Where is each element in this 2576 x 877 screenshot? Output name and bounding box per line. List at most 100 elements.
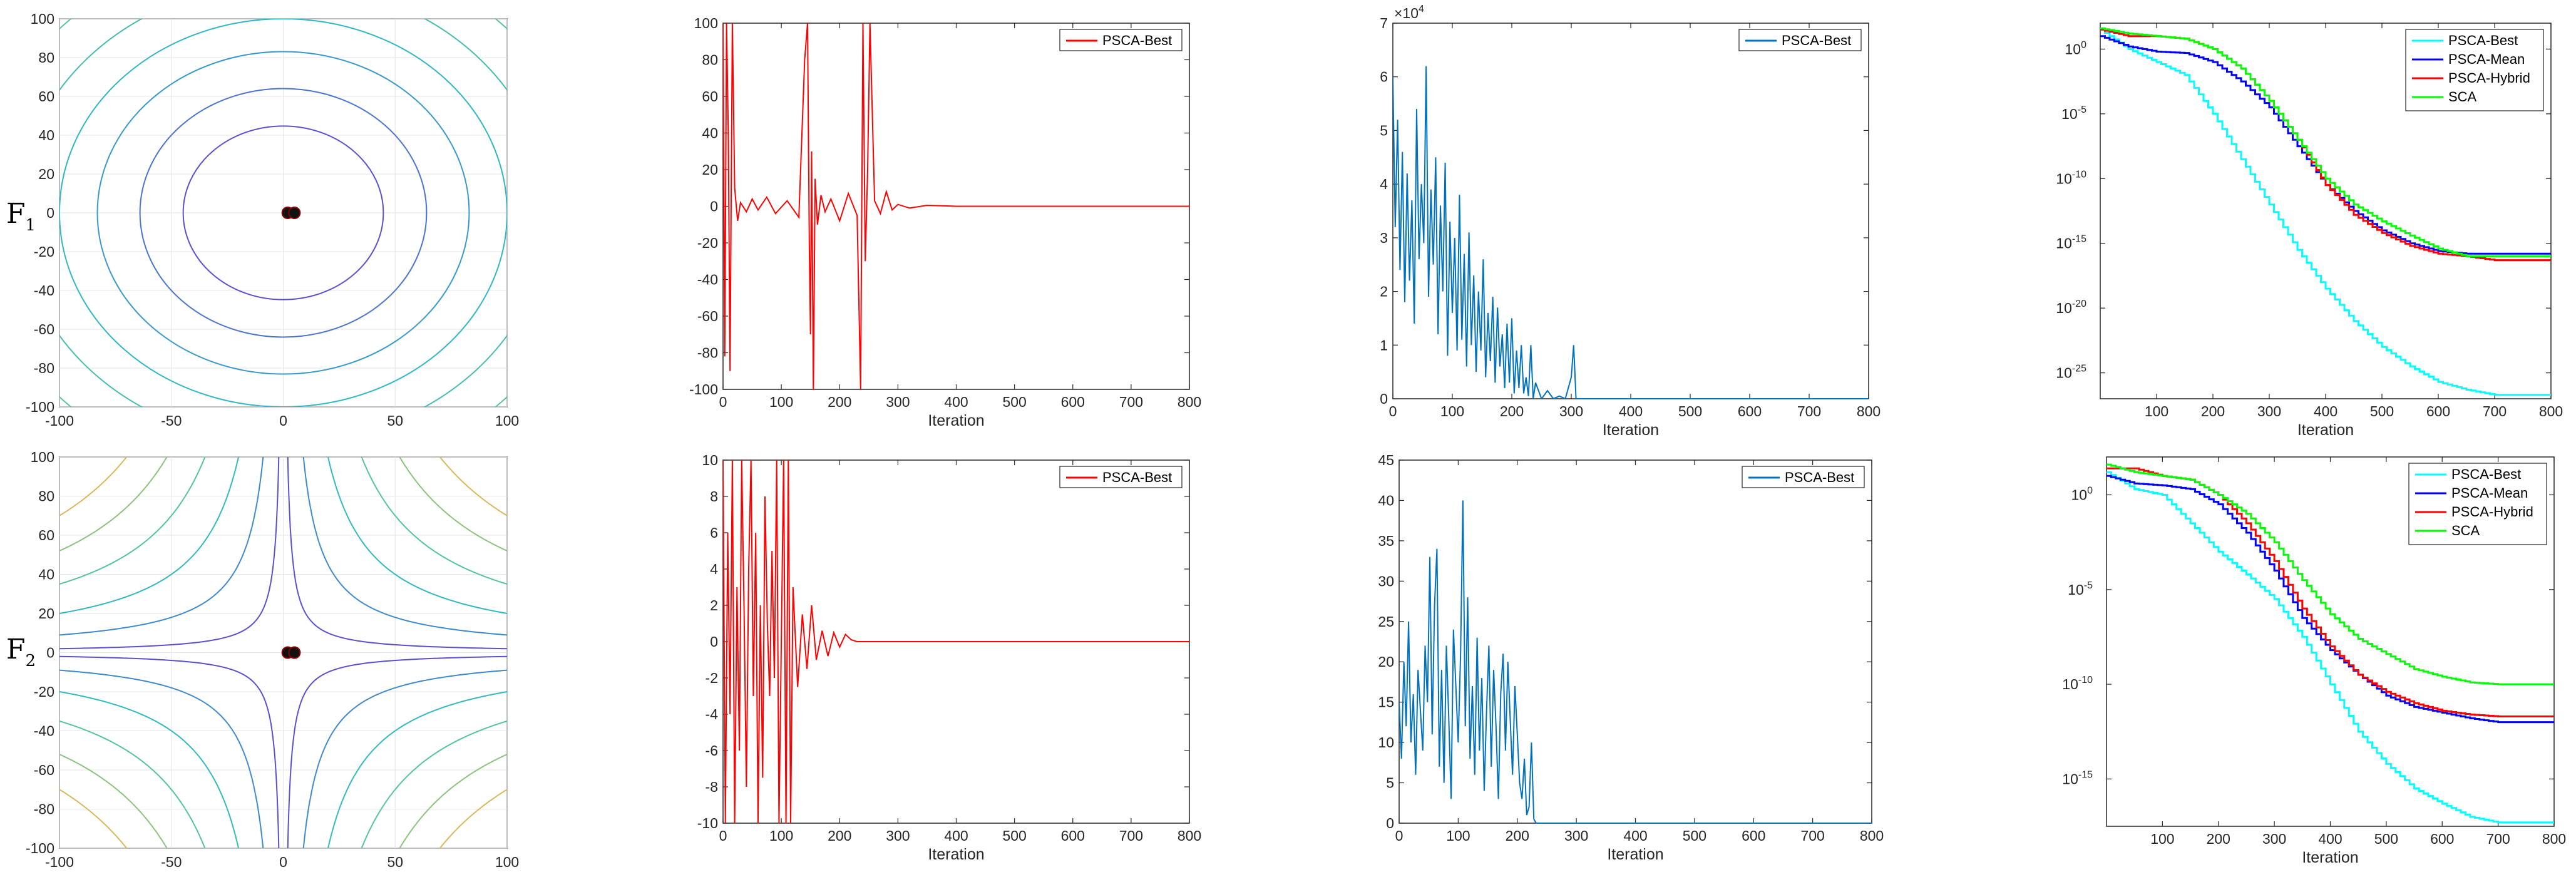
F1-fitness-xtick-label: 100 [1440, 403, 1464, 419]
F2-contour-contour-branch [302, 457, 507, 636]
F1-contour-contour-level [182, 125, 384, 300]
F1-contour-contour-level [96, 51, 470, 375]
F1-trajectory-legend-label: PSCA-Best [1102, 33, 1172, 48]
F2-contour-xtick-label: 100 [495, 854, 519, 870]
F1-trajectory-ytick-label: 100 [694, 15, 718, 31]
F2-fitness-ytick-label: 10 [1378, 734, 1394, 751]
F1-trajectory-chart: 0 100 200 300 400 500 600 700 800-100-80-60-40-2… [689, 15, 1201, 429]
F2-trajectory-ytick-label: -8 [706, 779, 718, 795]
F1-trajectory-ytick-label: 80 [702, 52, 718, 68]
row-labels: F1 F2 [6, 198, 36, 670]
F2-fitness-legend-label: PSCA-Best [1785, 469, 1854, 485]
row-label-f1: F1 [6, 198, 36, 235]
F2-trajectory-xtick-label: 700 [1119, 828, 1143, 844]
F2-convergence-legend-label: PSCA-Mean [2451, 485, 2528, 501]
F2-convergence-xlabel: Iteration [2302, 849, 2358, 866]
F1-trajectory-xtick-label: 500 [1002, 394, 1026, 410]
F2-contour-contour-branch [59, 720, 206, 848]
F2-fitness-ytick-label: 5 [1386, 775, 1394, 791]
F2-trajectory-xtick-label: 500 [1002, 828, 1026, 844]
F2-trajectory-ytick-label: -4 [706, 706, 719, 722]
F1-convergence-xtick-label: 700 [2483, 403, 2507, 419]
F1-convergence-chart: 100 200 300 400 500 600 700 800 100 10-5 10-10 10-1… [2056, 23, 2563, 439]
F2-contour-ytick-label: 20 [38, 605, 54, 622]
F1-convergence-legend-label: PSCA-Mean [2448, 51, 2525, 67]
F2-trajectory-xtick-label: 800 [1178, 828, 1201, 844]
F2-contour-contour-branch [59, 457, 264, 636]
F2-convergence-series-psca-best [2106, 471, 2554, 824]
F1-trajectory-xtick-label: 700 [1119, 394, 1143, 410]
F2-fitness-frame [1398, 459, 1872, 824]
F1-convergence-ytick-label: 10-20 [2056, 299, 2086, 316]
F2-contour-contour-branch [287, 655, 507, 848]
F1-trajectory-xlabel: Iteration [928, 412, 984, 429]
F2-fitness-xtick-label: 400 [1623, 828, 1647, 844]
F2-contour-contour-branch [59, 457, 280, 650]
F1-convergence-ytick-label: 10-15 [2056, 234, 2086, 252]
F1-contour-ytick-label: -100 [26, 399, 54, 415]
F1-trajectory-xtick-label: 300 [886, 394, 910, 410]
F2-contour-contour-branch [361, 457, 507, 585]
F1-convergence-ytick-label: 10-5 [2061, 105, 2086, 122]
F1-fitness-xtick-label: 700 [1797, 403, 1821, 419]
F2-trajectory-xtick-label: 400 [944, 828, 968, 844]
F2-trajectory-xlabel: Iteration [928, 846, 984, 863]
F1-contour-ytick-label: 80 [38, 49, 54, 66]
F2-contour-contour-branch [399, 457, 507, 551]
F1-fitness-xtick-label: 500 [1678, 403, 1702, 419]
F2-contour-contour-branch [439, 457, 507, 516]
F1-trajectory-ytick-label: -60 [697, 308, 718, 324]
F2-contour-contour-branch [59, 457, 206, 585]
F2-contour-contour-branch [59, 457, 168, 551]
F1-fitness-ytick-label: 5 [1380, 122, 1388, 138]
F2-fitness-legend: PSCA-Best [1742, 466, 1865, 488]
F1-convergence-xtick-label: 300 [2257, 403, 2281, 419]
F2-contour-contours [59, 457, 507, 848]
F2-trajectory-ytick-label: -6 [706, 742, 718, 759]
F1-contour-ytick-label: 60 [38, 88, 54, 105]
F1-contour-xtick-label: 0 [279, 413, 287, 429]
F2-convergence-xtick-label: 500 [2374, 831, 2398, 847]
F2-convergence-xtick-label: 300 [2262, 831, 2286, 847]
F2-fitness-ytick-label: 0 [1386, 815, 1394, 831]
F1-trajectory-xtick-label: 400 [944, 394, 968, 410]
F1-convergence-xtick-label: 600 [2426, 403, 2450, 419]
F2-fitness-xtick-label: 600 [1742, 828, 1765, 844]
F1-fitness-series-psca-best [1393, 66, 1869, 399]
F2-fitness-ytick-label: 30 [1378, 573, 1394, 589]
F1-contour-contour-level [139, 88, 428, 338]
F2-trajectory-chart: 0 100 200 300 400 500 600 700 800 -10 -8 -6 -4 -2 0 2 4 6… [697, 452, 1201, 863]
F1-trajectory-ytick-label: 0 [710, 198, 718, 215]
F1-trajectory-ytick-label: 60 [702, 88, 718, 105]
F1-trajectory-ytick-label: -40 [697, 272, 718, 288]
F2-fitness-xtick-label: 300 [1564, 828, 1588, 844]
F1-convergence-xtick-label: 500 [2370, 403, 2394, 419]
F2-fitness-ytick-label: 35 [1378, 533, 1394, 549]
F1-fitness-xtick-label: 300 [1559, 403, 1583, 419]
F1-convergence-xtick-label: 400 [2314, 403, 2337, 419]
F1-convergence-ytick-label: 10-25 [2056, 364, 2086, 381]
F2-contour-ytick-label: 80 [38, 488, 54, 505]
F2-contour-xtick-label: -100 [45, 854, 74, 870]
F1-contour-ytick-label: 0 [46, 205, 54, 221]
F2-fitness-series-psca-best [1399, 500, 1872, 823]
F2-contour-contour-branch [361, 720, 507, 848]
F2-convergence-legend: PSCA-Best PSCA-Mean PSCA-Hybrid SCA [2408, 463, 2547, 545]
F1-trajectory-xtick-label: 600 [1061, 394, 1085, 410]
F1-convergence-xtick-label: 200 [2201, 403, 2225, 419]
F2-convergence-xtick-label: 700 [2486, 831, 2510, 847]
F2-trajectory-ytick-label: -2 [706, 670, 718, 686]
F2-contour-ytick-label: 100 [31, 449, 54, 465]
F1-trajectory-xtick-label: 800 [1178, 394, 1201, 410]
F2-contour-ytick-label: -20 [34, 684, 54, 700]
F1-trajectory-xtick-label: 200 [828, 394, 851, 410]
F2-contour-chart: -100 -50 0 50 100 -100 -80 -60 -40 -20 0 20 40 60 80 10… [26, 449, 519, 870]
F2-fitness-xlabel: Iteration [1607, 846, 1663, 863]
F1-convergence-legend: PSCA-Best PSCA-Mean PSCA-Hybrid SCA [2405, 29, 2544, 111]
F1-convergence-ytick-label: 100 [2065, 39, 2087, 57]
F1-convergence-series-sca [2100, 27, 2551, 257]
F2-contour-contour-branch [59, 457, 239, 614]
F1-fitness-xtick-label: 200 [1500, 403, 1524, 419]
F1-convergence-series-psca-mean [2100, 35, 2551, 255]
